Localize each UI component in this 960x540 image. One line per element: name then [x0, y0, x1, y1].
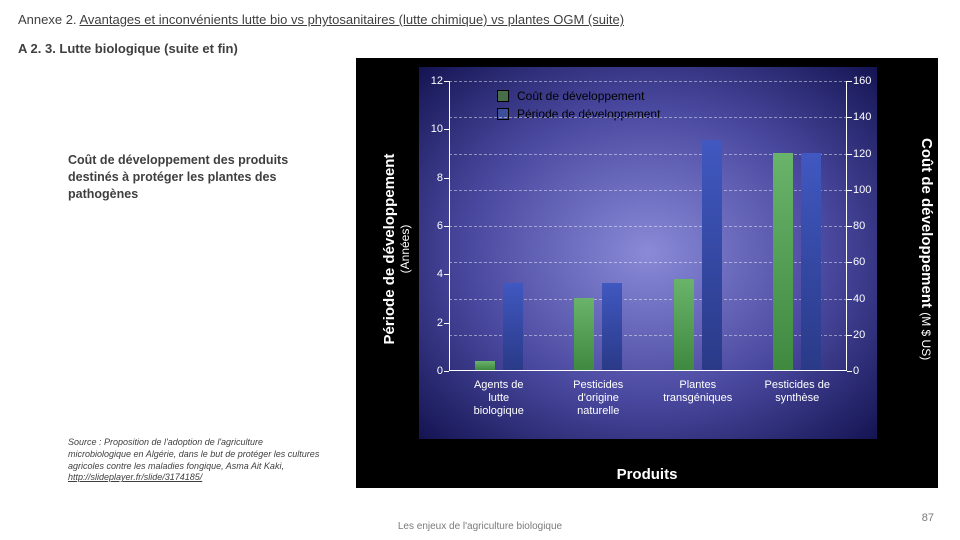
y-right-tick-label: 40: [853, 293, 885, 305]
title-main: Avantages et inconvénients lutte bio vs …: [79, 12, 624, 27]
bar-cost: [574, 298, 594, 371]
tick-right: [847, 335, 852, 336]
tick-left: [444, 226, 449, 227]
tick-left: [444, 274, 449, 275]
title-prefix: Annexe 2.: [18, 12, 79, 27]
y-left-label-sub: (Années): [398, 119, 412, 379]
tick-right: [847, 299, 852, 300]
y-left-tick-label: 6: [413, 220, 443, 232]
page-title: Annexe 2. Avantages et inconvénients lut…: [18, 12, 942, 27]
y-right-tick-label: 100: [853, 184, 885, 196]
bar-period: [801, 153, 821, 371]
tick-left: [444, 323, 449, 324]
page-number: 87: [922, 512, 934, 524]
footer-text: Les enjeux de l'agriculture biologique: [0, 521, 960, 532]
x-axis-line: [449, 370, 847, 371]
y-right-tick-label: 0: [853, 365, 885, 377]
x-category-label: Agents deluttebiologique: [451, 379, 547, 419]
source-citation: Source : Proposition de l'adoption de l'…: [68, 437, 328, 484]
bar-cost: [773, 153, 793, 371]
x-category-label: Pesticides desynthèse: [749, 379, 845, 405]
subtitle: A 2. 3. Lutte biologique (suite et fin): [0, 31, 960, 56]
y-right-tick-label: 120: [853, 148, 885, 160]
y-left-tick-label: 12: [413, 75, 443, 87]
bar-period: [503, 283, 523, 370]
page-header: Annexe 2. Avantages et inconvénients lut…: [0, 0, 960, 31]
tick-right: [847, 154, 852, 155]
y-right-tick-label: 80: [853, 220, 885, 232]
gridline: [449, 81, 847, 82]
tick-right: [847, 190, 852, 191]
source-link[interactable]: http://slideplayer.fr/slide/3174185/: [68, 472, 202, 482]
x-category-label: Pesticidesd'originenaturelle: [550, 379, 646, 419]
bar-period: [602, 283, 622, 370]
tick-right: [847, 81, 852, 82]
bar-cost: [674, 279, 694, 370]
y-right-tick-label: 140: [853, 111, 885, 123]
chart-caption: Coût de développement des produits desti…: [18, 152, 318, 203]
y-left-tick-label: 10: [413, 123, 443, 135]
y-left-tick-label: 8: [413, 172, 443, 184]
tick-right: [847, 262, 852, 263]
y-axis-right-label: Coût de développement (M $ US): [918, 119, 935, 379]
tick-left: [444, 81, 449, 82]
tick-right: [847, 226, 852, 227]
plot-grid-area: 020406080100120140160024681012Agents del…: [449, 81, 847, 371]
bar-cost: [475, 361, 495, 370]
y-right-label-main: Coût de développement: [918, 138, 935, 308]
y-right-label-sub: (M $ US): [919, 312, 933, 360]
chart-figure: Coût de développement Période de dévelop…: [356, 58, 938, 488]
bar-period: [702, 140, 722, 370]
y-right-tick-label: 160: [853, 75, 885, 87]
y-right-tick-label: 60: [853, 256, 885, 268]
y-right-tick-label: 20: [853, 329, 885, 341]
x-axis-label: Produits: [357, 466, 937, 483]
y-axis-left-label: Période de développement (Années): [381, 119, 412, 379]
tick-right: [847, 371, 852, 372]
x-category-label: Plantestransgéniques: [650, 379, 746, 405]
y-left-tick-label: 4: [413, 268, 443, 280]
y-left-tick-label: 0: [413, 365, 443, 377]
tick-left: [444, 371, 449, 372]
y-left-label-main: Période de développement: [381, 154, 398, 345]
tick-left: [444, 129, 449, 130]
plot-background: Coût de développement Période de dévelop…: [419, 67, 877, 439]
tick-left: [444, 178, 449, 179]
gridline: [449, 117, 847, 118]
y-left-tick-label: 2: [413, 317, 443, 329]
source-text: Source : Proposition de l'adoption de l'…: [68, 437, 319, 470]
tick-right: [847, 117, 852, 118]
